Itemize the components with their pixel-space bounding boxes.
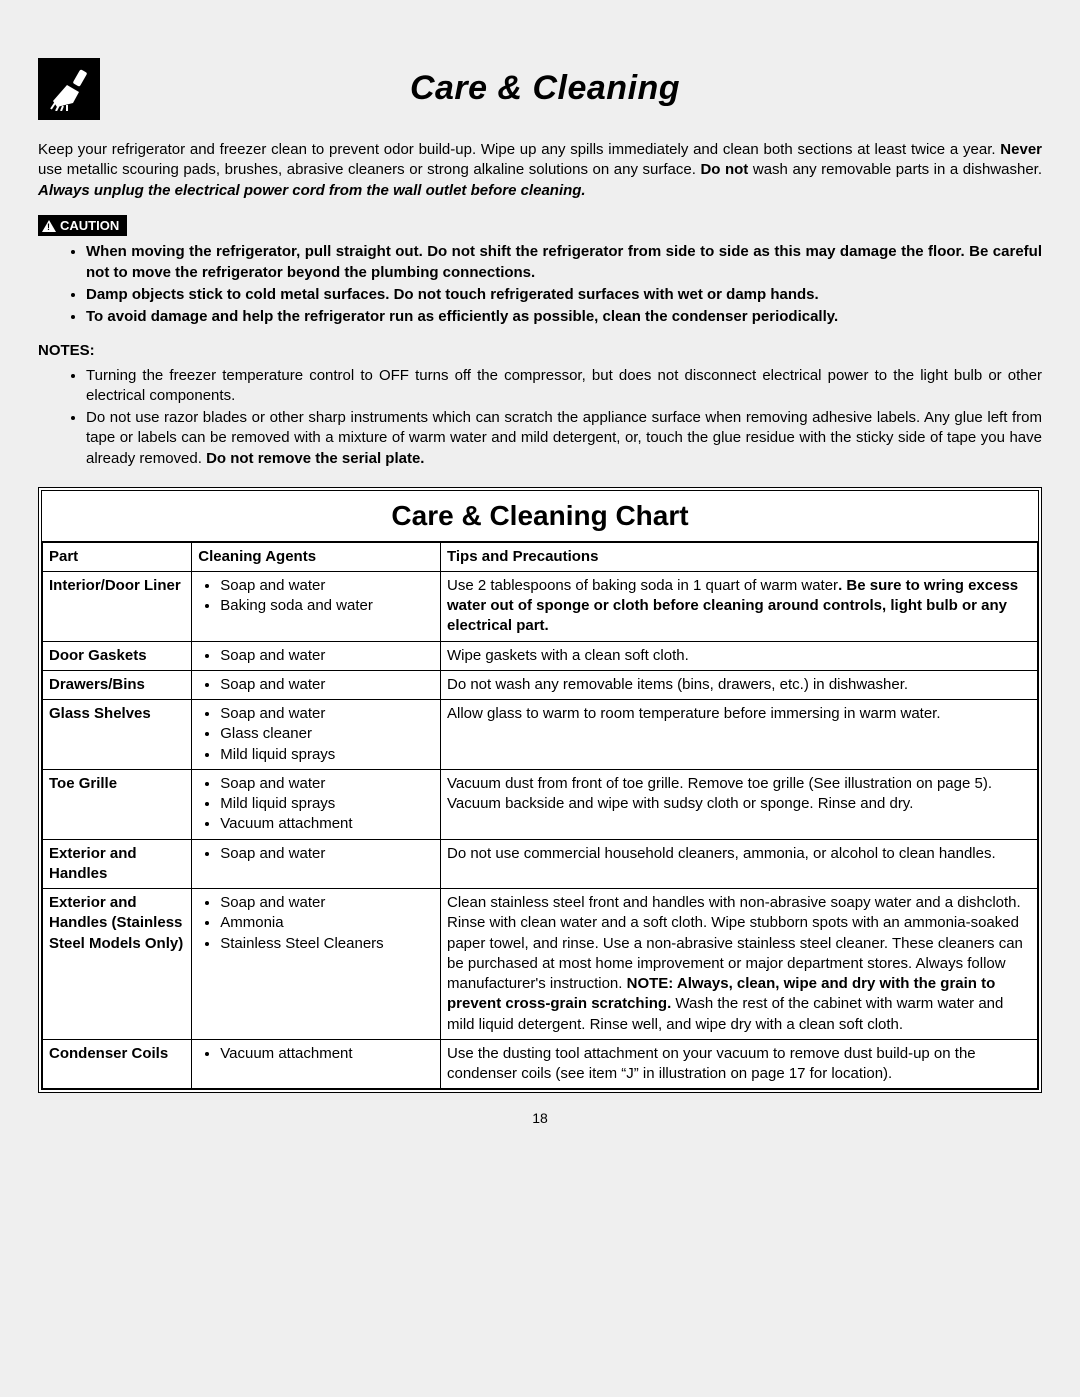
- col-part: Part: [43, 542, 192, 571]
- cell-agents: Soap and waterAmmoniaStainless Steel Cle…: [192, 889, 441, 1040]
- agent-item: Soap and water: [220, 893, 434, 913]
- cell-part: Interior/Door Liner: [43, 571, 192, 641]
- agent-item: Ammonia: [220, 913, 434, 933]
- agent-item: Vacuum attachment: [220, 814, 434, 834]
- table-row: Interior/Door LinerSoap and waterBaking …: [43, 571, 1038, 641]
- chart-body: Interior/Door LinerSoap and waterBaking …: [43, 571, 1038, 1089]
- cell-part: Glass Shelves: [43, 700, 192, 770]
- cell-tips: Clean stainless steel front and handles …: [441, 889, 1038, 1040]
- agent-item: Soap and water: [220, 774, 434, 794]
- table-row: Toe GrilleSoap and waterMild liquid spra…: [43, 769, 1038, 839]
- list-item: When moving the refrigerator, pull strai…: [86, 242, 1042, 283]
- caution-label-text: CAUTION: [60, 217, 119, 235]
- agent-item: Soap and water: [220, 646, 434, 666]
- agent-item: Soap and water: [220, 675, 434, 695]
- cell-tips: Allow glass to warm to room temperature …: [441, 700, 1038, 770]
- cell-tips: Vacuum dust from front of toe grille. Re…: [441, 769, 1038, 839]
- caution-badge: CAUTION: [38, 215, 127, 237]
- table-row: Door Gaskets Soap and water Wipe gaskets w…: [43, 641, 1038, 670]
- cell-part: Drawers/Bins: [43, 670, 192, 699]
- cell-part: Exterior and Handles (Stainless Steel Mo…: [43, 889, 192, 1040]
- cell-tips: Wipe gaskets with a clean soft cloth.: [441, 641, 1038, 670]
- cell-agents: Soap and water: [192, 641, 441, 670]
- cell-agents: Soap and water: [192, 670, 441, 699]
- cell-tips: Use 2 tablespoons of baking soda in 1 qu…: [441, 571, 1038, 641]
- caution-list: When moving the refrigerator, pull strai…: [38, 242, 1042, 327]
- chart-table: Part Cleaning Agents Tips and Precaution…: [42, 542, 1038, 1090]
- cell-agents: Soap and waterBaking soda and water: [192, 571, 441, 641]
- list-item: Do not use razor blades or other sharp i…: [86, 408, 1042, 469]
- cell-agents: Soap and waterGlass cleanerMild liquid s…: [192, 700, 441, 770]
- cell-agents: Soap and waterMild liquid spraysVacuum a…: [192, 769, 441, 839]
- care-cleaning-chart: Care & Cleaning Chart Part Cleaning Agen…: [38, 487, 1042, 1094]
- warning-triangle-icon: [42, 220, 56, 232]
- agent-item: Glass cleaner: [220, 724, 434, 744]
- list-item: Damp objects stick to cold metal surface…: [86, 285, 1042, 305]
- table-row: Condenser Coils Vacuum attachment Use the …: [43, 1039, 1038, 1089]
- cell-agents: Vacuum attachment: [192, 1039, 441, 1089]
- col-tips: Tips and Precautions: [441, 542, 1038, 571]
- table-header-row: Part Cleaning Agents Tips and Precaution…: [43, 542, 1038, 571]
- table-row: Drawers/Bins Soap and water Do not wash an…: [43, 670, 1038, 699]
- col-agents: Cleaning Agents: [192, 542, 441, 571]
- list-item: To avoid damage and help the refrigerato…: [86, 307, 1042, 327]
- agent-item: Stainless Steel Cleaners: [220, 934, 434, 954]
- cell-part: Door Gaskets: [43, 641, 192, 670]
- cell-part: Exterior and Handles: [43, 839, 192, 889]
- cell-agents: Soap and water: [192, 839, 441, 889]
- agent-item: Baking soda and water: [220, 596, 434, 616]
- cell-tips: Do not use commercial household cleaners…: [441, 839, 1038, 889]
- list-item: Turning the freezer temperature control …: [86, 366, 1042, 407]
- agent-item: Soap and water: [220, 576, 434, 596]
- intro-paragraph: Keep your refrigerator and freezer clean…: [38, 140, 1042, 201]
- agent-item: Vacuum attachment: [220, 1044, 434, 1064]
- notes-heading: NOTES:: [38, 341, 1042, 361]
- agent-item: Mild liquid sprays: [220, 794, 434, 814]
- page: Care & Cleaning Keep your refrigerator a…: [0, 0, 1080, 1397]
- cell-part: Toe Grille: [43, 769, 192, 839]
- table-row: Glass ShelvesSoap and waterGlass cleaner…: [43, 700, 1038, 770]
- agent-item: Mild liquid sprays: [220, 745, 434, 765]
- page-title: Care & Cleaning: [110, 66, 1042, 112]
- agent-item: Soap and water: [220, 704, 434, 724]
- table-row: Exterior and Handles Soap and water Do not…: [43, 839, 1038, 889]
- cleaning-brush-icon: [38, 58, 100, 120]
- agent-item: Soap and water: [220, 844, 434, 864]
- cell-part: Condenser Coils: [43, 1039, 192, 1089]
- table-row: Exterior and Handles (Stainless Steel Mo…: [43, 889, 1038, 1040]
- chart-title: Care & Cleaning Chart: [42, 491, 1038, 542]
- notes-list: Turning the freezer temperature control …: [38, 366, 1042, 469]
- cell-tips: Do not wash any removable items (bins, d…: [441, 670, 1038, 699]
- page-number: 18: [38, 1109, 1042, 1128]
- cell-tips: Use the dusting tool attachment on your …: [441, 1039, 1038, 1089]
- header: Care & Cleaning: [38, 58, 1042, 120]
